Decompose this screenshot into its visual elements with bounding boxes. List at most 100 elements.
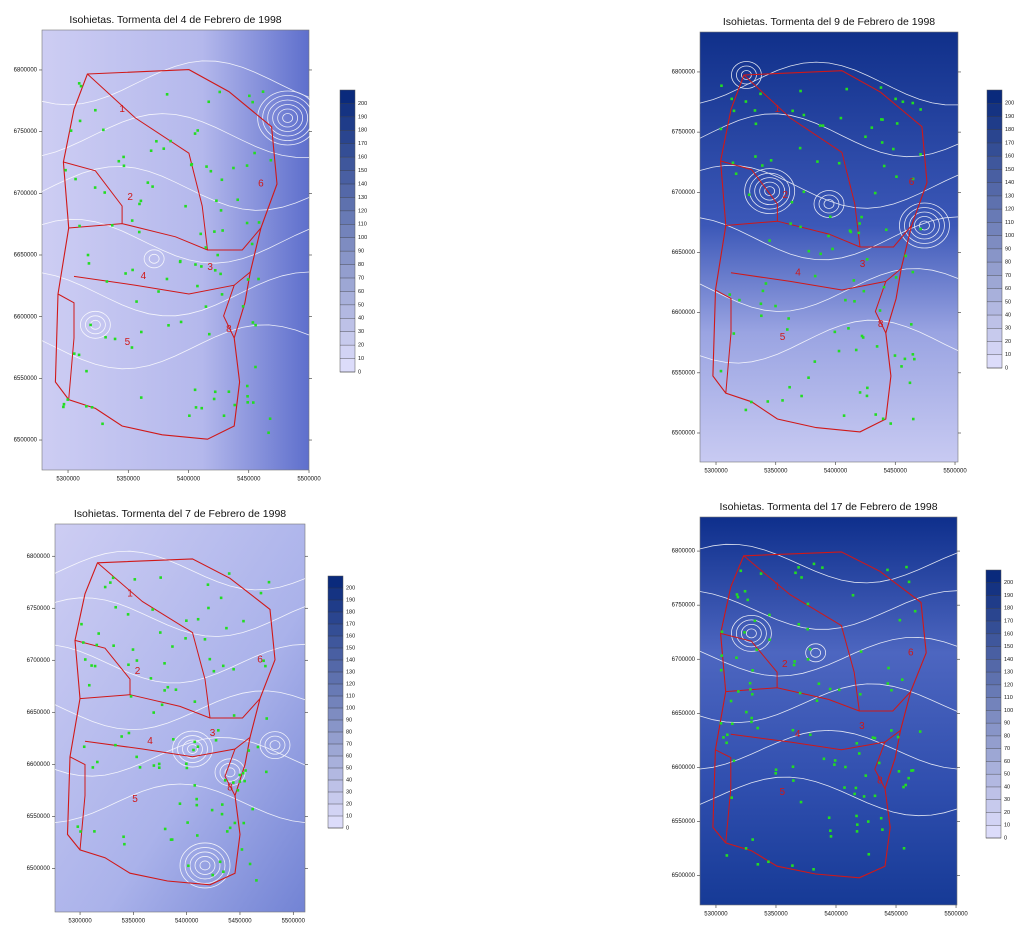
x-tick-label: 5300000: [704, 912, 728, 918]
station: [902, 785, 905, 789]
station: [861, 336, 865, 339]
station: [225, 830, 229, 833]
station: [877, 761, 881, 765]
region-label: 4: [795, 729, 801, 740]
station: [96, 760, 99, 764]
station: [743, 589, 747, 593]
colorbar-step: [340, 157, 355, 171]
station: [911, 270, 915, 274]
station: [821, 566, 824, 569]
station: [254, 323, 257, 327]
station: [194, 406, 198, 409]
station: [736, 595, 740, 599]
colorbar-step: [987, 288, 1002, 302]
station: [734, 172, 738, 176]
station: [122, 164, 126, 168]
station: [219, 209, 223, 212]
colorbar-label: 60: [358, 289, 364, 295]
station: [720, 630, 724, 634]
station: [77, 353, 81, 357]
isohyet-ring: [731, 61, 762, 89]
region-label: 2: [782, 659, 788, 670]
station: [896, 735, 900, 739]
colorbar-label: 160: [346, 633, 355, 639]
x-tick-label: 5350000: [764, 469, 788, 475]
station: [913, 609, 917, 613]
station: [799, 800, 803, 804]
station: [767, 860, 770, 864]
station: [910, 769, 913, 772]
station: [719, 369, 723, 373]
y-tick-label: 6550000: [27, 814, 51, 820]
station: [85, 369, 88, 373]
station: [105, 280, 109, 283]
x-tick-label: 5400000: [824, 912, 848, 918]
colorbar-label: 80: [1005, 260, 1011, 266]
isohyet-ring: [759, 181, 781, 201]
station: [127, 731, 131, 735]
subbasin-boundary: [715, 749, 732, 843]
station: [162, 147, 166, 150]
y-tick-label: 6700000: [14, 191, 38, 197]
station: [193, 388, 197, 392]
region-label: 6: [908, 647, 914, 658]
x-tick-label: 5350000: [764, 912, 788, 918]
station: [852, 279, 856, 282]
station: [94, 108, 97, 112]
isohyet-ring: [184, 847, 226, 884]
station: [83, 658, 87, 661]
station: [155, 139, 158, 143]
isohyet-ring: [262, 95, 314, 141]
colorbar-label: 160: [358, 155, 367, 161]
colorbar-step: [328, 732, 343, 744]
station: [152, 764, 156, 767]
station: [808, 647, 812, 651]
colorbar-label: 50: [1005, 299, 1011, 305]
station: [254, 365, 257, 369]
station: [215, 199, 218, 203]
colorbar-step: [328, 696, 343, 708]
colorbar-label: 140: [346, 657, 355, 663]
station: [904, 783, 908, 787]
station: [737, 690, 740, 693]
isohyet-ring: [199, 860, 211, 871]
station: [847, 327, 850, 330]
station: [69, 129, 73, 132]
station: [196, 745, 200, 749]
station: [113, 337, 117, 341]
station: [139, 199, 143, 203]
station: [196, 617, 200, 621]
station: [219, 596, 223, 600]
station: [137, 230, 141, 234]
region-label: 5: [125, 337, 131, 348]
station: [806, 602, 810, 606]
colorbar-label: 200: [1005, 101, 1014, 107]
subbasin-boundary: [73, 271, 251, 295]
colorbar-step: [987, 248, 1002, 263]
colorbar-step: [328, 708, 343, 720]
isohyet-line: [699, 319, 959, 364]
station: [791, 109, 794, 113]
colorbar-step: [986, 672, 1001, 685]
basin-outline: [54, 69, 278, 440]
region-label: 2: [782, 190, 788, 201]
station: [882, 164, 886, 168]
station: [171, 645, 174, 648]
station: [887, 666, 890, 670]
colorbar-step: [986, 812, 1001, 826]
y-tick-label: 6750000: [14, 129, 38, 135]
y-tick-label: 6600000: [14, 314, 38, 320]
colorbar-label: 30: [358, 329, 364, 335]
station: [807, 376, 810, 379]
colorbar-label: 100: [1004, 708, 1013, 714]
station: [751, 838, 754, 841]
colorbar-label: 180: [358, 128, 367, 134]
colorbar-label: 10: [1004, 823, 1010, 829]
isohyet-line: [699, 543, 958, 584]
station: [837, 161, 841, 165]
station: [732, 109, 736, 113]
colorbar-step: [328, 648, 343, 660]
station: [853, 299, 856, 303]
isohyet-ring: [272, 104, 304, 132]
isohyet-ring: [744, 168, 796, 215]
